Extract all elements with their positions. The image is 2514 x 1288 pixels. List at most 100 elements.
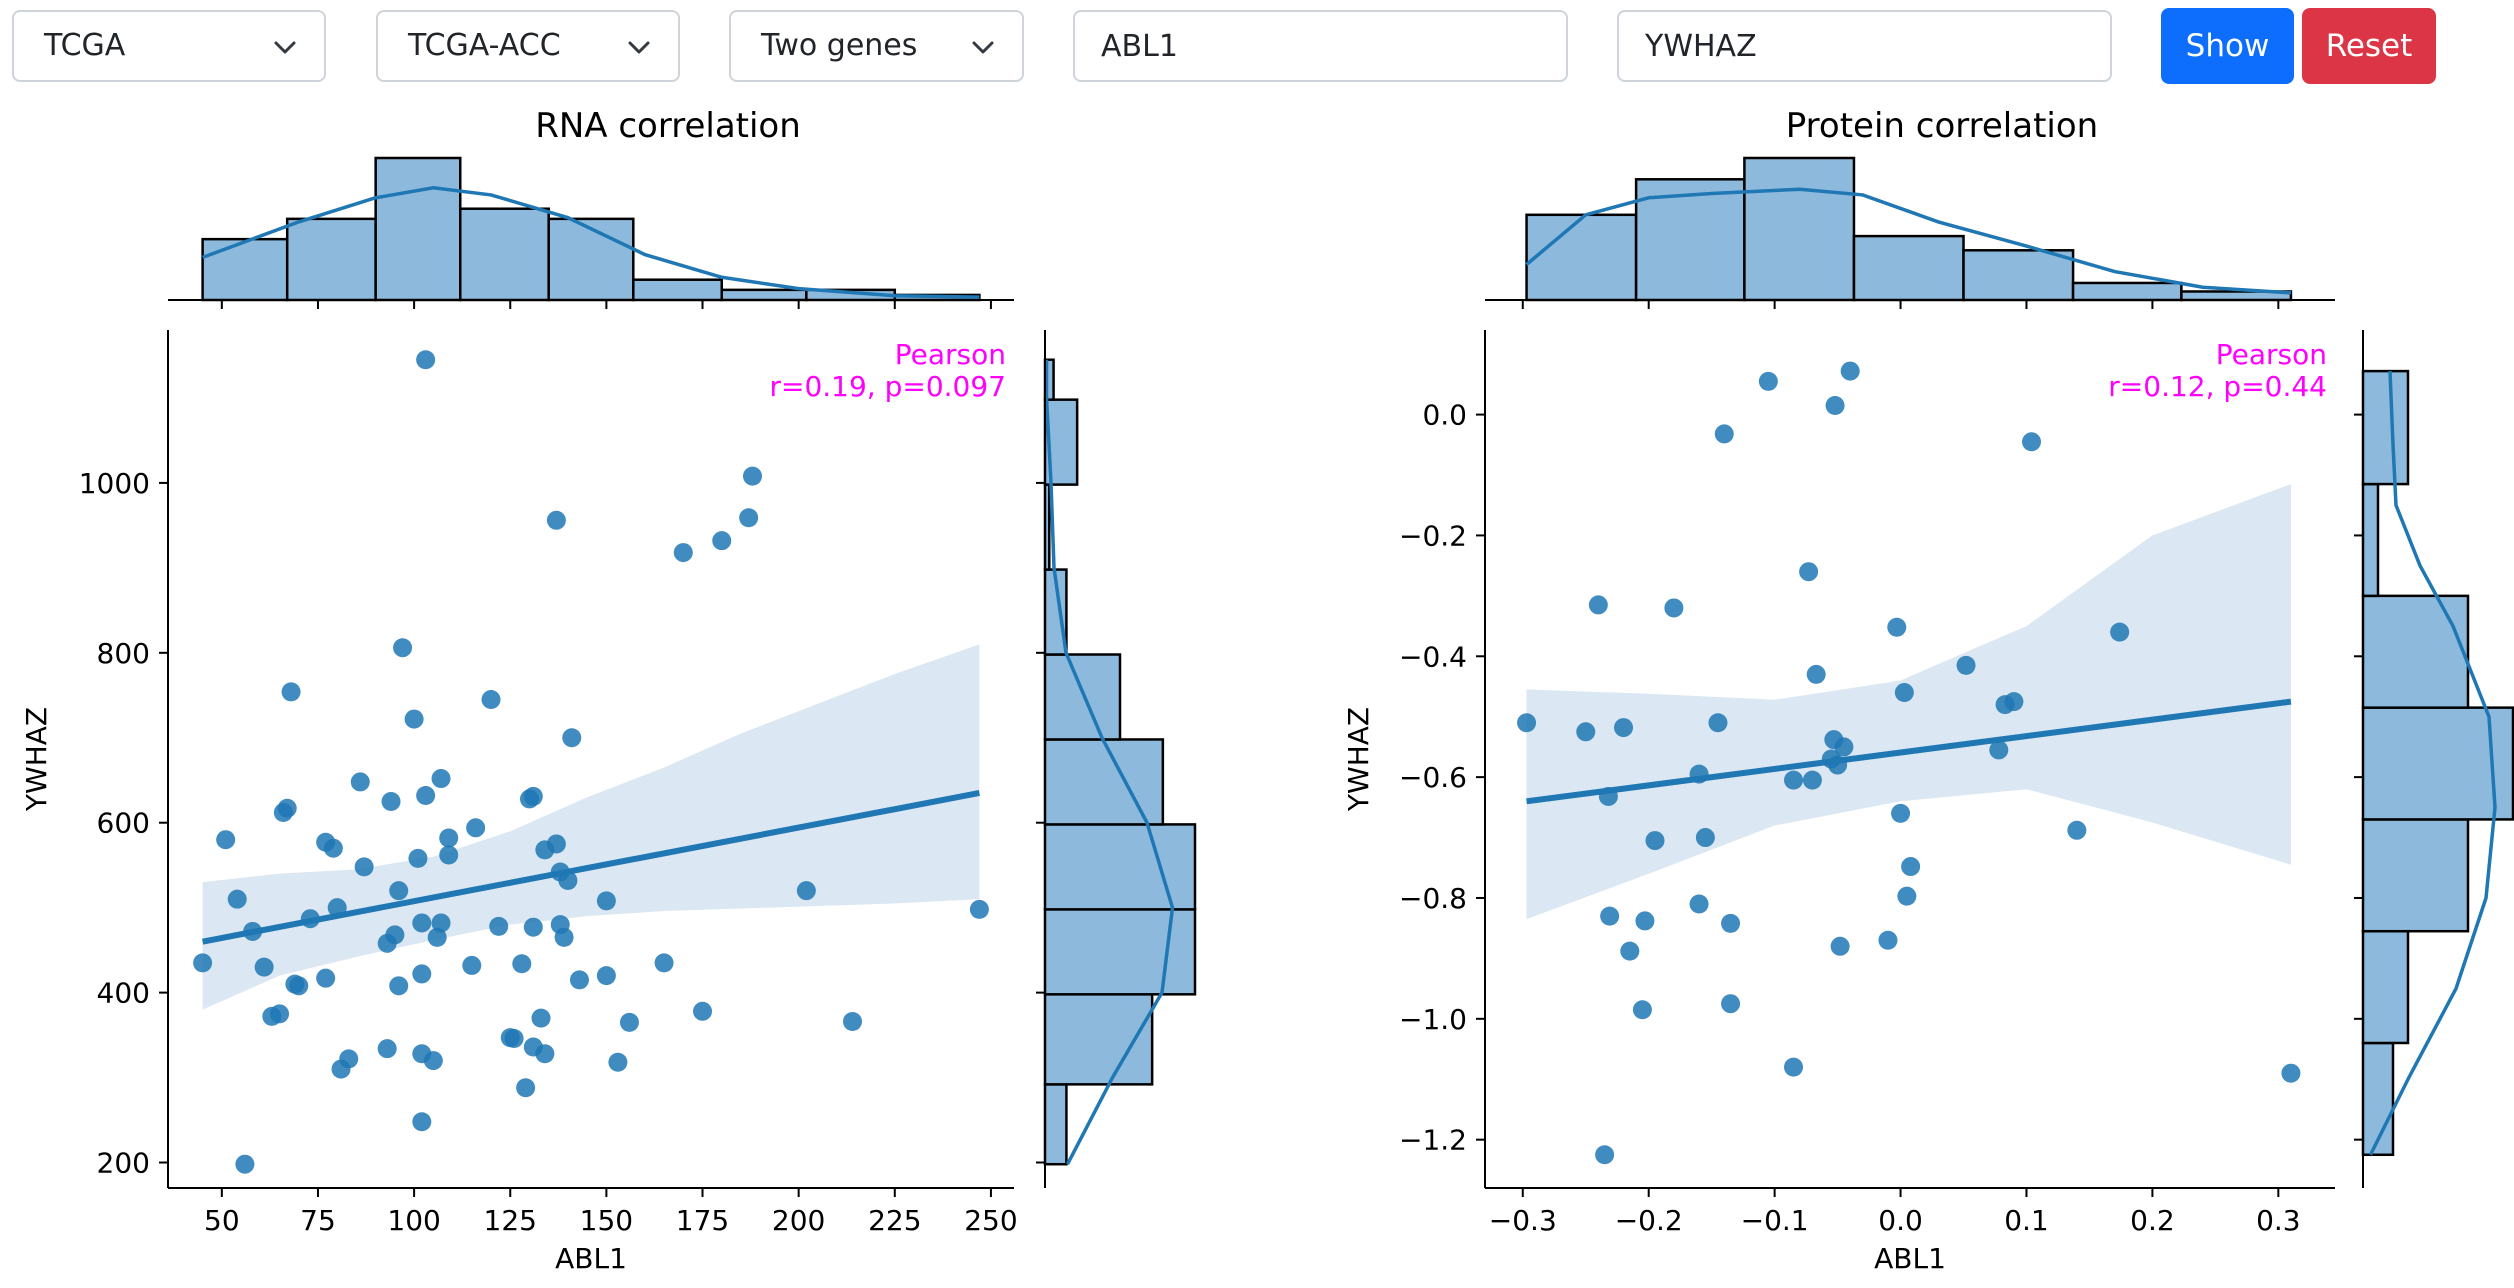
data-point bbox=[1600, 906, 1620, 926]
data-point bbox=[1714, 424, 1734, 444]
data-point bbox=[562, 728, 582, 748]
chart-panel-1: RNA correlation 50 75 100 125 150 175 200 225 250… bbox=[20, 106, 1197, 1275]
hist-bar-right bbox=[2361, 929, 2410, 1045]
pearson-label: Pearson bbox=[895, 338, 1006, 371]
y-tick-label: −0.2 bbox=[1399, 519, 1467, 552]
y-axis-label: YWHAZ bbox=[20, 707, 53, 812]
source-select[interactable]: TCGA bbox=[12, 10, 326, 82]
data-point bbox=[281, 682, 301, 702]
data-point bbox=[516, 1078, 536, 1098]
correlation-plots: RNA correlation 50 75 100 125 150 175 200 225 250… bbox=[20, 106, 2514, 1275]
data-point bbox=[1901, 857, 1921, 877]
hist-bar-right bbox=[2361, 594, 2470, 709]
hist-bar-top bbox=[2071, 281, 2183, 302]
data-point bbox=[1645, 831, 1665, 851]
data-point bbox=[416, 350, 436, 370]
x-tick-label: 200 bbox=[772, 1204, 825, 1237]
data-point bbox=[431, 769, 451, 789]
mode-select[interactable]: Two genes bbox=[729, 10, 1024, 82]
data-point bbox=[408, 848, 428, 868]
hist-bar-right bbox=[1043, 823, 1197, 911]
data-point bbox=[427, 927, 447, 947]
x-tick-label: 50 bbox=[204, 1204, 240, 1237]
x-tick-label: 125 bbox=[484, 1204, 537, 1237]
data-point bbox=[712, 531, 732, 551]
x-tick-label: −0.2 bbox=[1615, 1204, 1683, 1237]
data-point bbox=[316, 968, 336, 988]
kde-curve-right bbox=[2368, 371, 2497, 1156]
data-point bbox=[1799, 562, 1819, 582]
hist-bar-top bbox=[1962, 249, 2075, 302]
cohort-select[interactable]: TCGA-ACC bbox=[376, 10, 680, 82]
chevron-down-icon bbox=[628, 41, 650, 54]
x-tick-label: 75 bbox=[300, 1204, 336, 1237]
y-tick-label: 600 bbox=[97, 807, 150, 840]
data-point bbox=[1825, 396, 1845, 416]
hist-bar-top bbox=[547, 217, 635, 302]
x-tick-label: 175 bbox=[676, 1204, 729, 1237]
chevron-down-icon bbox=[274, 41, 296, 54]
mode-select-value: Two genes bbox=[761, 28, 918, 63]
x-axis-label: ABL1 bbox=[1874, 1242, 1946, 1275]
y-axis-label: YWHAZ bbox=[1342, 707, 1375, 812]
chart-panel-2: Protein correlation −0.3 −0.2 −0.1 0.0 0.1 0.2… bbox=[1342, 106, 2514, 1275]
data-point bbox=[1576, 722, 1596, 742]
data-point bbox=[523, 917, 543, 937]
data-point bbox=[1708, 713, 1728, 733]
data-point bbox=[546, 834, 566, 854]
y-tick-label: 1000 bbox=[79, 467, 150, 500]
hist-bar-top bbox=[374, 156, 462, 302]
show-button[interactable]: Show bbox=[2161, 8, 2294, 84]
gene1-input[interactable] bbox=[1073, 10, 1568, 82]
data-point bbox=[439, 845, 459, 865]
pearson-stats: r=0.19, p=0.097 bbox=[769, 370, 1006, 403]
data-point bbox=[254, 957, 274, 977]
x-tick-label: 150 bbox=[580, 1204, 633, 1237]
data-point bbox=[2022, 432, 2042, 452]
data-point bbox=[481, 690, 501, 710]
hist-bar-top bbox=[285, 217, 377, 302]
x-tick-label: 250 bbox=[964, 1204, 1017, 1237]
gene2-input[interactable] bbox=[1617, 10, 2112, 82]
data-point bbox=[227, 889, 247, 909]
data-point bbox=[1894, 683, 1914, 703]
data-point bbox=[554, 927, 574, 947]
data-point bbox=[216, 830, 236, 850]
data-point bbox=[1721, 994, 1741, 1014]
hist-bar-right bbox=[2361, 482, 2380, 598]
chart-title: RNA correlation bbox=[535, 106, 801, 146]
data-point bbox=[596, 891, 616, 911]
data-point bbox=[235, 1154, 255, 1174]
y-tick-label: −0.4 bbox=[1399, 640, 1467, 673]
data-point bbox=[1664, 598, 1684, 618]
data-point bbox=[1891, 803, 1911, 823]
data-point bbox=[2110, 622, 2130, 642]
confidence-band bbox=[1526, 484, 2291, 920]
data-point bbox=[1784, 1057, 1804, 1077]
reset-button[interactable]: Reset bbox=[2302, 8, 2436, 84]
data-point bbox=[654, 953, 674, 973]
data-point bbox=[1834, 737, 1854, 757]
pearson-stats: r=0.12, p=0.44 bbox=[2108, 370, 2327, 403]
data-point bbox=[385, 925, 405, 945]
data-point bbox=[504, 1028, 524, 1048]
source-select-value: TCGA bbox=[44, 28, 126, 63]
data-point bbox=[1588, 595, 1608, 615]
data-point bbox=[1595, 1145, 1615, 1165]
data-point bbox=[1840, 361, 1860, 381]
hist-bar-top bbox=[1634, 178, 1746, 302]
data-point bbox=[1721, 913, 1741, 933]
kde-curve-top bbox=[202, 186, 980, 299]
data-point bbox=[193, 953, 213, 973]
hist-bar-right bbox=[1043, 908, 1197, 996]
x-tick-label: 225 bbox=[868, 1204, 921, 1237]
hist-bar-right bbox=[1043, 1083, 1068, 1166]
data-point bbox=[412, 964, 432, 984]
hist-bar-top bbox=[720, 288, 808, 302]
hist-bar-top bbox=[459, 207, 550, 302]
pearson-label: Pearson bbox=[2216, 338, 2327, 371]
data-point bbox=[1887, 617, 1907, 637]
y-tick-label: −0.6 bbox=[1399, 761, 1467, 794]
data-point bbox=[1830, 936, 1850, 956]
data-point bbox=[1635, 911, 1655, 931]
